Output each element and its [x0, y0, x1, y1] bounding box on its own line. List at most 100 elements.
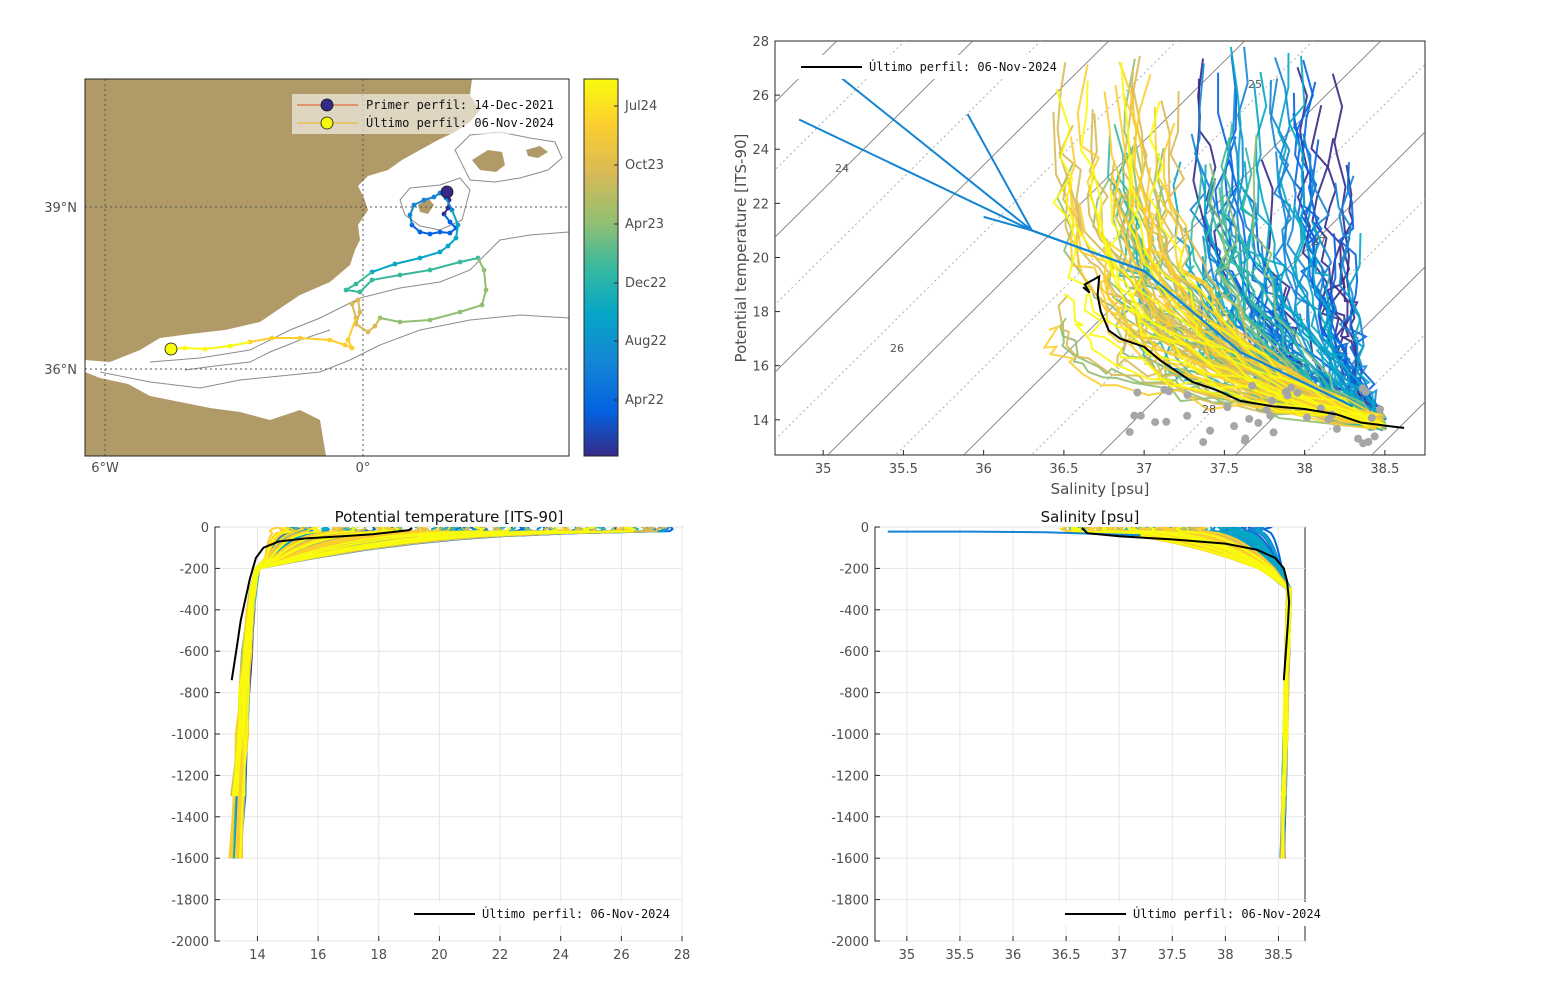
ts-profile-line — [1114, 84, 1376, 416]
sal-y-tick-label: -1800 — [831, 894, 869, 909]
ts-reference-point — [1367, 413, 1376, 422]
trajectory-segment — [379, 317, 401, 323]
trajectory-segment — [481, 289, 487, 306]
ts-reference-point — [1293, 388, 1302, 397]
temp-y-ticks: 0 -200 -400 -600 -800 -1000 -1200 -1400 -1600 -18… — [171, 521, 220, 950]
ts-x-label: Salinity [psu] — [1051, 480, 1150, 498]
ts-reference-point — [1206, 426, 1215, 435]
trajectory-segment — [351, 303, 357, 319]
ts-isopycnal-line — [775, 41, 1110, 373]
ts-profile-line — [1347, 233, 1377, 425]
ts-reference-point — [1133, 388, 1142, 397]
legend-last-marker — [320, 116, 334, 130]
temp-y-tick-label: -1200 — [171, 769, 209, 784]
ts-contour-label: 26 — [890, 342, 904, 355]
sal-x-tick-label: 37 — [1111, 948, 1128, 963]
ts-y-label: Potential temperature [ITS-90] — [732, 134, 750, 363]
temp-legend-label: Último perfil: 06-Nov-2024 — [482, 906, 670, 921]
sal-x-tick-label: 35.5 — [945, 948, 974, 963]
map-frame — [84, 78, 570, 457]
temp-profile-line — [231, 527, 560, 797]
map-legend: Primer perfil: 14-Dec-2021 Último perfil… — [292, 94, 554, 134]
sal-y-tick-label: -1200 — [831, 769, 869, 784]
sal-x-ticks: 35 35.5 36 36.5 37 37.5 38 38.5 — [899, 936, 1293, 963]
ts-profile-line — [1292, 205, 1388, 430]
ts-x-tick-label: 38.5 — [1370, 462, 1399, 477]
trajectory-segment — [347, 317, 357, 341]
temp-x-tick-label: 26 — [613, 948, 630, 963]
colorbar-label: Dec22 — [625, 276, 667, 291]
sal-x-tick-label: 37.5 — [1158, 948, 1187, 963]
temp-y-tick-label: -800 — [179, 687, 209, 702]
ts-contour-label: 25 — [1248, 78, 1262, 91]
ibiza-island — [418, 198, 434, 214]
ts-isopycnal-line — [1099, 131, 1425, 455]
ts-reference-point — [1245, 414, 1254, 423]
ts-profile-line — [1104, 190, 1382, 429]
temp-x-tick-label: 14 — [249, 948, 266, 963]
ts-reference-point — [1287, 383, 1296, 392]
map-lat-tick: 36°N — [44, 363, 77, 378]
ts-y-tick-label: 18 — [752, 306, 769, 321]
ts-profile-line — [1055, 88, 1384, 426]
ts-isopycnal-line — [963, 41, 1382, 455]
temp-last-profile-line — [230, 527, 413, 681]
ts-reference-point — [1248, 381, 1257, 390]
mallorca-island — [472, 150, 505, 172]
ts-reference-point — [1230, 422, 1239, 431]
trajectory-segment — [229, 341, 251, 347]
ts-reference-point — [1240, 436, 1249, 445]
ts-profile-line — [1167, 90, 1369, 430]
ts-y-tick-label: 22 — [752, 197, 769, 212]
map-lat-tick: 39°N — [44, 201, 77, 216]
menorca-island — [526, 146, 548, 158]
colorbar-label: Oct23 — [625, 158, 664, 173]
colorbar-label: Apr23 — [625, 217, 664, 232]
float-trajectory — [164, 185, 489, 356]
ts-contour-label: 28 — [1202, 403, 1216, 416]
ts-profile-line — [966, 113, 1354, 408]
ts-profile-line — [1076, 64, 1378, 428]
sal-y-tick-label: -1400 — [831, 811, 869, 826]
sal-profile-line — [1101, 527, 1291, 859]
temp-y-tick-label: -1600 — [171, 852, 209, 867]
ts-profile-line — [1255, 71, 1374, 427]
ts-legend-label: Último perfil: 06-Nov-2024 — [869, 59, 1057, 74]
ts-y-tick-label: 24 — [752, 143, 769, 158]
ts-diagram-panel: 24 25 26 27 28 35 35.5 36 36.5 37 37.5 38 38.5 … — [732, 35, 1426, 498]
colorbar-label: Aug22 — [625, 334, 667, 349]
temp-x-tick-label: 16 — [310, 948, 327, 963]
ts-reference-point — [1359, 439, 1368, 448]
trajectory-segment — [394, 257, 421, 265]
ts-profile-line — [1067, 136, 1382, 416]
map-lon-tick: 0° — [356, 461, 371, 476]
ts-y-ticks: 14 16 18 20 22 24 26 28 — [752, 35, 780, 429]
ts-reference-point — [1316, 404, 1325, 413]
sal-grid — [875, 526, 1305, 942]
bathymetry-contour — [149, 231, 569, 363]
ts-isopycnal-line — [827, 41, 1246, 455]
temp-y-tick-label: -400 — [179, 604, 209, 619]
ts-profile-line — [1251, 134, 1383, 430]
ts-x-tick-label: 38 — [1296, 462, 1313, 477]
ts-reference-point — [1162, 417, 1171, 426]
ts-isopycnal-line — [775, 41, 974, 238]
sal-title: Salinity [psu] — [1041, 508, 1140, 526]
ts-reference-point — [1302, 413, 1311, 422]
ts-reference-point — [1266, 411, 1275, 420]
ts-x-tick-label: 36.5 — [1049, 462, 1078, 477]
colorbar: Jul24 Oct23 Apr23 Dec22 Aug22 Apr22 — [583, 78, 667, 457]
temp-x-tick-label: 28 — [674, 948, 691, 963]
legend-first-marker — [320, 98, 334, 112]
ts-reference-point — [1354, 434, 1363, 443]
map-panel: 39°N 36°N 6°W 0° Primer perfil: 14-Dec-2… — [44, 78, 570, 476]
ts-reference-point — [1183, 411, 1192, 420]
trajectory-segment — [399, 269, 431, 276]
temp-profile-line — [234, 527, 322, 797]
ts-y-tick-label: 26 — [752, 89, 769, 104]
ts-reference-point — [1361, 387, 1370, 396]
ts-x-tick-label: 37.5 — [1210, 462, 1239, 477]
temp-legend: Último perfil: 06-Nov-2024 — [408, 902, 670, 926]
sal-legend-label: Último perfil: 06-Nov-2024 — [1133, 906, 1321, 921]
trajectory-segment — [204, 345, 231, 350]
